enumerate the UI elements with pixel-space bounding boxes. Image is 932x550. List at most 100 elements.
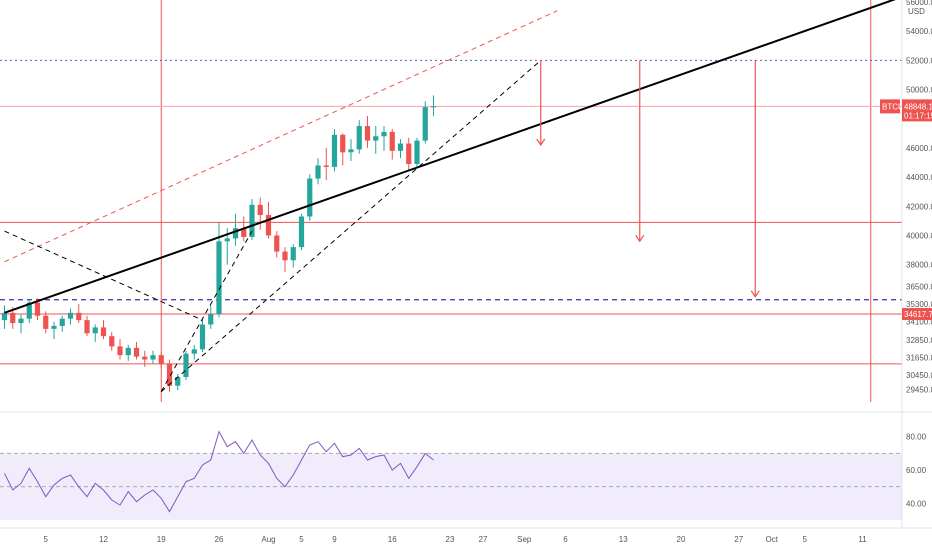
time-tick-16: 5 [803,535,808,544]
candle-25 [208,305,214,329]
candle-body [282,251,288,261]
candle-body [175,377,181,386]
price-axis[interactable]: 56000.00 54000.00 52000.00 50000.00 46000.00… [906,0,932,394]
trendline-4 [4,230,203,321]
price-tick-5: 44000.00 [906,173,932,182]
candle-44 [364,115,371,148]
time-tick-15: Oct [766,535,779,544]
candle-7 [59,315,65,332]
candle-body [158,355,164,364]
time-axis[interactable]: 5 12 19 26 Aug 5 9 16 23 27 Sep 6 13 20 27 Oct 5 11 [44,535,868,544]
candle-body [389,131,395,151]
candle-body [150,355,156,360]
candle-body [224,238,230,242]
candle-35 [290,244,296,268]
price-tick-4: 46000.00 [906,144,932,153]
candle-21 [175,374,181,391]
price-tick-12: 32850.00 [906,336,932,345]
candle-body [249,204,255,237]
candle-body [307,178,313,217]
trendline-1 [4,10,558,263]
time-tick-7: 16 [388,535,397,544]
arrow-head [536,138,546,147]
candle-body [76,312,82,321]
time-tick-11: 6 [563,535,568,544]
candle-8 [67,308,74,325]
time-tick-9: 27 [479,535,488,544]
price-tick-0: 56000.00 [906,0,932,7]
candle-2 [18,314,24,334]
candle-body [109,336,115,347]
time-tick-4: Aug [261,535,275,544]
candle-body [100,327,107,337]
candle-16 [133,342,140,360]
time-tick-10: Sep [517,535,532,544]
candle-body [315,165,321,179]
candle-49 [406,137,412,172]
candle-0 [1,305,8,329]
candle-body [92,327,98,334]
down-arrow-1 [635,60,645,243]
candle-body [1,312,8,321]
candle-50 [414,137,420,169]
candle-body [34,302,41,316]
trendlines [4,0,896,392]
candle-45 [373,126,379,154]
candle-22 [183,350,189,380]
rsi-line [4,430,434,513]
candle-body [348,149,354,153]
candle-9 [76,304,82,324]
price-tick-15: 29450.00 [906,385,932,394]
trendline-3 [160,230,253,392]
rsi-tick-0: 80.00 [906,433,927,442]
time-tick-13: 20 [677,535,686,544]
candle-47 [389,128,395,160]
price-badge-1: 34617.77 [902,308,932,321]
candle-48 [397,139,404,159]
arrows [536,60,760,298]
candle-body [323,165,329,167]
candle-body [43,315,49,329]
price-tick-13: 31650.00 [906,353,932,362]
countdown-label: 01:17:15 [904,111,932,120]
time-tick-14: 27 [734,535,743,544]
candle-body [430,106,437,108]
time-tick-12: 13 [619,535,628,544]
candle-body [67,312,74,319]
price-badge-box [902,99,932,122]
candle-body [381,131,387,137]
candle-body [125,347,131,356]
candle-body [298,216,305,248]
candle-15 [125,344,131,361]
candle-body [265,215,272,236]
rsi-tick-1: 60.00 [906,466,927,475]
candles [1,95,437,392]
candle-24 [199,320,206,353]
candle-body [340,134,346,153]
candle-40 [331,128,338,172]
candle-39 [323,147,329,181]
candle-body [364,126,371,141]
candle-19 [158,352,164,369]
candle-42 [348,139,354,162]
candle-body [331,134,338,167]
candle-12 [100,320,107,340]
vertical-lines [160,0,872,402]
candle-34 [282,247,288,272]
price-tick-2: 52000.00 [906,56,932,65]
price-tick-6: 42000.00 [906,202,932,211]
candle-body [166,363,173,386]
candle-14 [117,339,123,360]
candle-13 [109,331,115,351]
candle-10 [84,315,90,337]
rsi-tick-2: 40.00 [906,499,927,508]
candle-20 [166,359,173,392]
candle-46 [381,126,387,151]
down-arrow-2 [750,60,760,298]
time-tick-0: 5 [44,535,49,544]
candle-30 [249,199,255,240]
